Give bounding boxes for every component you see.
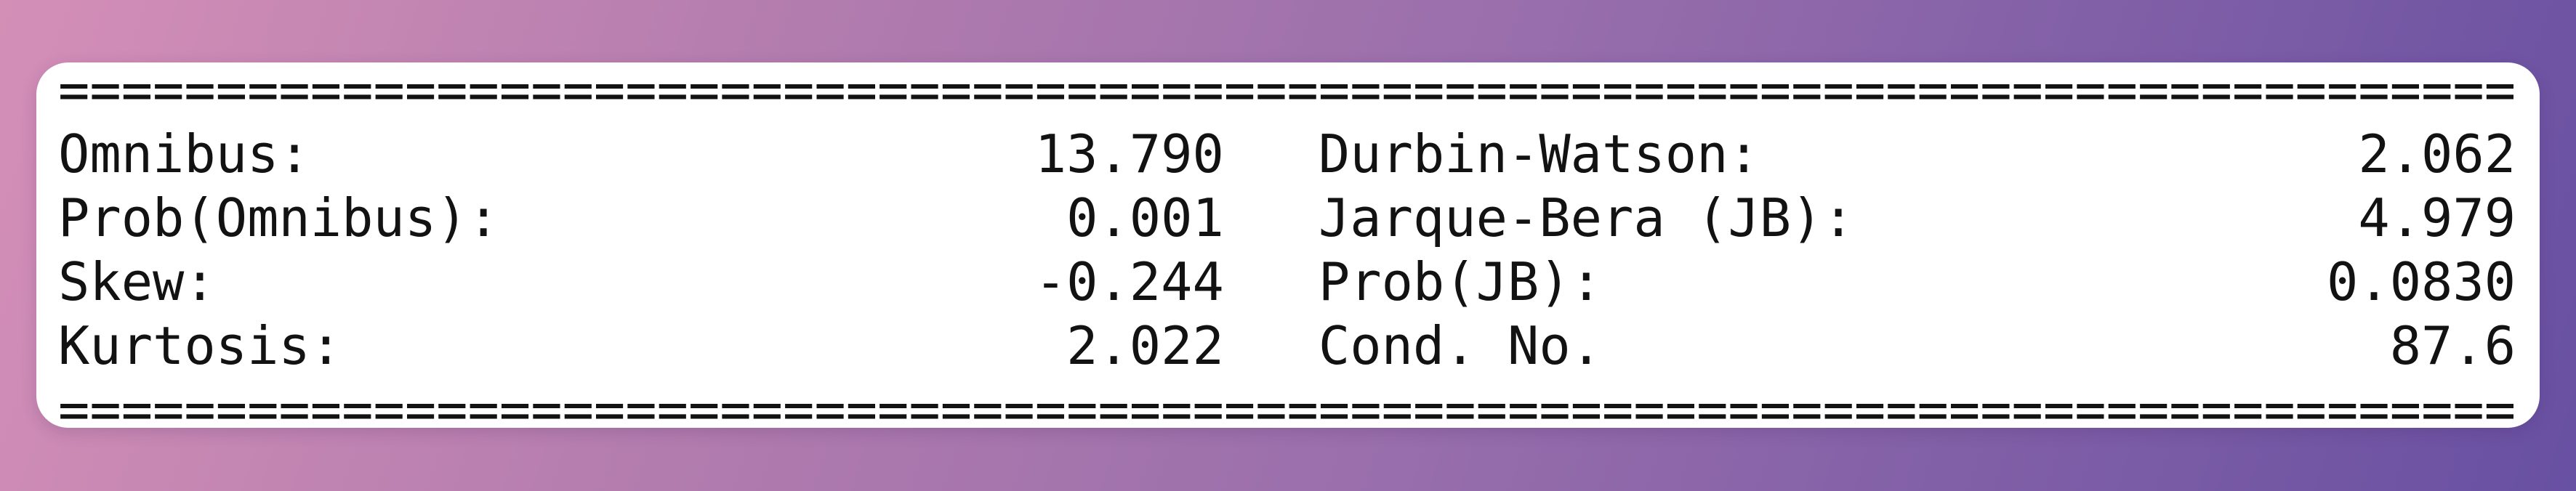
prob-omnibus-label: Prob(Omnibus): xyxy=(58,187,499,248)
cond-no-label: Cond. No. xyxy=(1318,315,1603,376)
jarque-bera-value: 4.979 xyxy=(2358,187,2516,248)
prob-jb-label: Prob(JB): xyxy=(1318,251,1603,312)
stat-row-kurtosis: Kurtosis: 2.022 Cond. No. 87.6 xyxy=(58,314,2516,378)
jarque-bera-label: Jarque-Bera (JB): xyxy=(1318,187,1854,248)
diagnostics-table: ========================================… xyxy=(58,62,2516,428)
skew-label: Skew: xyxy=(58,251,216,312)
prob-omnibus-value: 0.001 xyxy=(1066,187,1224,248)
right-pair: Jarque-Bera (JB): 4.979 xyxy=(1319,186,2516,250)
kurtosis-label: Kurtosis: xyxy=(58,315,342,376)
separator-bottom: ========================================… xyxy=(58,379,2516,428)
column-gap xyxy=(1224,250,1319,314)
left-pair: Omnibus: 13.790 xyxy=(58,122,1224,186)
right-pair: Cond. No. 87.6 xyxy=(1319,314,2516,378)
left-pair: Kurtosis: 2.022 xyxy=(58,314,1224,378)
kurtosis-value: 2.022 xyxy=(1066,315,1224,376)
column-gap xyxy=(1224,314,1319,378)
stat-row-skew: Skew: -0.244 Prob(JB): 0.0830 xyxy=(58,250,2516,314)
regression-diagnostics-card: ========================================… xyxy=(36,62,2540,428)
column-gap xyxy=(1224,122,1319,186)
stat-row-prob-omnibus: Prob(Omnibus): 0.001 Jarque-Bera (JB): 4… xyxy=(58,186,2516,250)
prob-jb-value: 0.0830 xyxy=(2327,251,2516,312)
omnibus-label: Omnibus: xyxy=(58,123,310,184)
right-pair: Prob(JB): 0.0830 xyxy=(1319,250,2516,314)
left-pair: Prob(Omnibus): 0.001 xyxy=(58,186,1224,250)
column-gap xyxy=(1224,186,1319,250)
separator-top: ========================================… xyxy=(58,62,2516,121)
cond-no-value: 87.6 xyxy=(2389,315,2516,376)
durbin-watson-value: 2.062 xyxy=(2358,123,2516,184)
omnibus-value: 13.790 xyxy=(1034,123,1224,184)
left-pair: Skew: -0.244 xyxy=(58,250,1224,314)
skew-value: -0.244 xyxy=(1034,251,1224,312)
right-pair: Durbin-Watson: 2.062 xyxy=(1319,122,2516,186)
durbin-watson-label: Durbin-Watson: xyxy=(1318,123,1760,184)
stat-row-omnibus: Omnibus: 13.790 Durbin-Watson: 2.062 xyxy=(58,122,2516,186)
